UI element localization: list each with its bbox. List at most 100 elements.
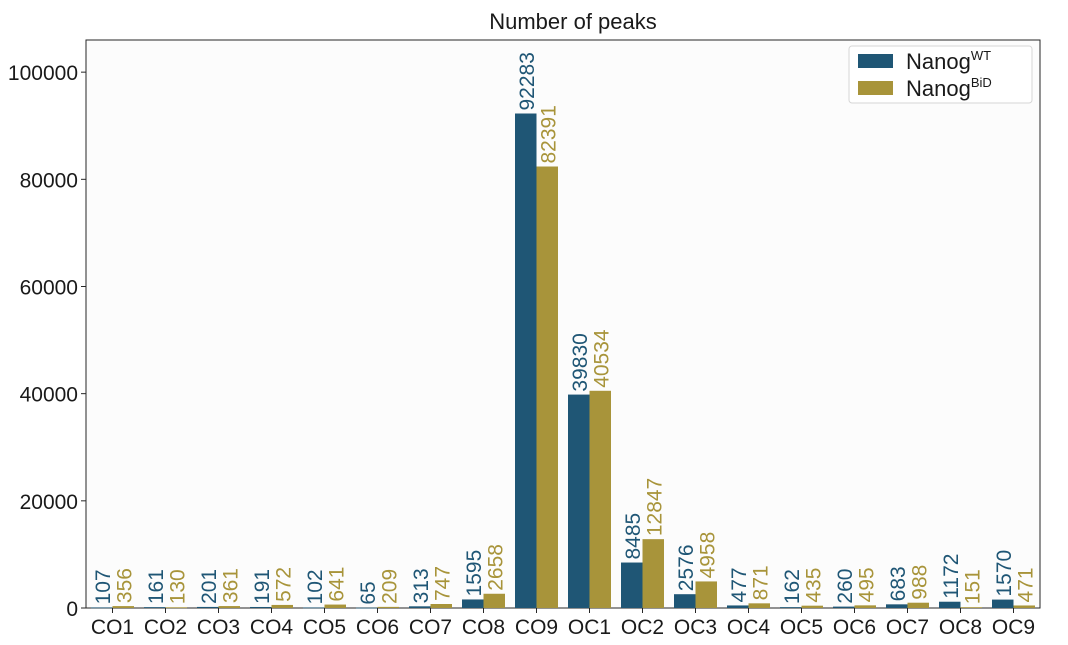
legend-label-wt: NanogWT <box>906 48 991 74</box>
bar-bid-co7 <box>430 603 452 608</box>
x-tick-label-oc9: OC9 <box>992 616 1035 639</box>
x-tick-label-oc5: OC5 <box>780 616 823 639</box>
x-tick-label-oc2: OC2 <box>621 616 664 639</box>
x-tick-label-oc8: OC8 <box>939 616 982 639</box>
bar-bid-co2 <box>165 607 187 609</box>
bar-wt-co1 <box>91 607 113 609</box>
x-tick-label-co2: CO2 <box>144 616 187 639</box>
bar-wt-oc3 <box>674 594 696 608</box>
x-tick-label-co6: CO6 <box>356 616 399 639</box>
bar-wt-co5 <box>303 607 325 609</box>
x-tick-label-co9: CO9 <box>515 616 558 639</box>
value-label-wt-co3: 201 <box>198 569 221 604</box>
bar-wt-co7 <box>409 606 431 608</box>
bar-bid-co8 <box>483 593 505 608</box>
value-label-bid-co9: 82391 <box>537 105 560 163</box>
value-label-wt-oc8: 1172 <box>940 554 963 599</box>
bar-wt-oc5 <box>780 607 802 608</box>
y-tick-label: 40000 <box>20 384 78 407</box>
value-label-wt-oc5: 162 <box>781 569 804 604</box>
value-label-wt-co6: 65 <box>357 581 380 604</box>
value-label-bid-co8: 2658 <box>484 544 507 591</box>
bar-wt-oc1 <box>568 394 590 608</box>
bar-wt-oc7 <box>886 604 908 608</box>
value-label-wt-oc2: 8485 <box>622 513 645 560</box>
plot-area <box>85 39 1041 609</box>
bar-wt-co9 <box>515 113 537 609</box>
bar-wt-oc4 <box>727 605 749 608</box>
value-label-wt-co8: 1595 <box>463 550 486 597</box>
x-tick-label-oc7: OC7 <box>886 616 929 639</box>
x-axis: CO1 CO2 CO3 CO4 CO5 CO6 CO7 CO8 CO9 OC1 OC2 OC3 OC4 O… <box>91 608 1035 639</box>
bar-bid-oc7 <box>907 602 929 608</box>
x-tick-label-co8: CO8 <box>462 616 505 639</box>
y-tick-label: 100000 <box>8 62 78 85</box>
bar-bid-oc9 <box>1013 605 1035 608</box>
bar-wt-co3 <box>197 606 219 608</box>
value-label-wt-oc3: 2576 <box>675 544 698 591</box>
bar-bid-oc8 <box>960 607 982 608</box>
bar-bid-oc4 <box>748 603 770 608</box>
y-tick-label: 80000 <box>20 169 78 192</box>
bar-bid-co3 <box>218 606 240 608</box>
x-tick-label-oc4: OC4 <box>727 616 771 639</box>
bar-wt-oc8 <box>939 601 961 608</box>
legend-series-name: Nanog <box>906 49 971 74</box>
value-label-bid-oc5: 435 <box>802 568 825 603</box>
value-label-wt-oc4: 477 <box>728 567 751 602</box>
legend-label-bid: NanogBiD <box>906 75 992 101</box>
bar-wt-co2 <box>144 607 166 608</box>
x-tick-label-co4: CO4 <box>250 616 294 639</box>
bar-wt-oc6 <box>833 606 855 608</box>
bars <box>91 113 1035 609</box>
value-label-wt-co1: 107 <box>92 569 115 604</box>
bar-bid-co6 <box>377 606 399 608</box>
value-label-bid-co2: 130 <box>166 569 189 604</box>
bar-wt-oc9 <box>992 599 1014 608</box>
bar-bid-oc1 <box>589 390 611 608</box>
legend-series-superscript: BiD <box>971 75 992 90</box>
value-label-bid-oc7: 988 <box>908 565 931 600</box>
value-label-wt-oc7: 683 <box>887 566 910 601</box>
bar-bid-co5 <box>324 604 346 608</box>
y-tick-label: 0 <box>66 598 78 621</box>
value-label-wt-oc1: 39830 <box>569 333 592 391</box>
x-tick-label-co1: CO1 <box>91 616 134 639</box>
bar-bid-oc3 <box>695 581 717 608</box>
value-label-bid-co1: 356 <box>113 568 136 603</box>
value-label-bid-oc4: 871 <box>749 565 772 600</box>
value-label-wt-oc6: 260 <box>834 569 857 604</box>
bar-wt-oc2 <box>621 562 643 608</box>
bar-wt-co4 <box>250 606 272 608</box>
x-tick-label-oc3: OC3 <box>674 616 717 639</box>
value-label-bid-oc9: 471 <box>1014 567 1037 602</box>
bar-wt-co6 <box>356 607 378 609</box>
value-label-bid-oc1: 40534 <box>590 329 613 388</box>
y-tick-label: 60000 <box>20 276 78 299</box>
value-label-bid-oc8: 151 <box>961 569 984 604</box>
legend-series-superscript: WT <box>971 48 991 63</box>
bar-bid-co9 <box>536 166 558 608</box>
value-label-bid-oc3: 4958 <box>696 532 719 579</box>
bar-bid-oc5 <box>801 605 823 608</box>
value-label-wt-co2: 161 <box>145 569 168 604</box>
value-label-wt-co5: 102 <box>304 569 327 604</box>
x-tick-label-oc6: OC6 <box>833 616 876 639</box>
chart-title: Number of peaks <box>489 9 657 34</box>
value-label-wt-co4: 191 <box>251 569 274 604</box>
y-tick-label: 20000 <box>20 491 78 514</box>
value-label-bid-co6: 209 <box>378 569 401 604</box>
bar-bid-oc2 <box>642 539 664 608</box>
bar-bid-oc6 <box>854 605 876 608</box>
value-label-wt-co7: 313 <box>410 568 433 603</box>
value-label-bid-co5: 641 <box>325 567 348 602</box>
value-label-bid-co4: 572 <box>272 567 295 602</box>
bar-bid-co1 <box>112 606 134 608</box>
legend-series-name: Nanog <box>906 76 971 101</box>
legend-box <box>848 45 1033 104</box>
x-tick-label-co3: CO3 <box>197 616 240 639</box>
legend-swatch-bid <box>858 81 893 95</box>
value-label-bid-oc2: 12847 <box>643 478 666 536</box>
value-label-wt-co9: 92283 <box>516 52 539 110</box>
